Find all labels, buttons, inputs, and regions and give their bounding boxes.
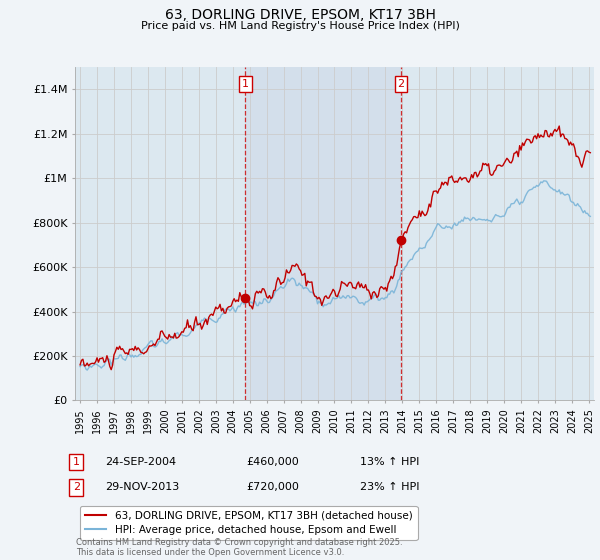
Text: 1: 1 <box>73 457 80 467</box>
Text: 23% ↑ HPI: 23% ↑ HPI <box>360 482 419 492</box>
Text: Contains HM Land Registry data © Crown copyright and database right 2025.
This d: Contains HM Land Registry data © Crown c… <box>76 538 403 557</box>
Text: 29-NOV-2013: 29-NOV-2013 <box>105 482 179 492</box>
Text: 63, DORLING DRIVE, EPSOM, KT17 3BH: 63, DORLING DRIVE, EPSOM, KT17 3BH <box>164 8 436 22</box>
Text: 24-SEP-2004: 24-SEP-2004 <box>105 457 176 467</box>
Text: £720,000: £720,000 <box>246 482 299 492</box>
Text: 1: 1 <box>242 79 249 89</box>
Text: 2: 2 <box>73 482 80 492</box>
Bar <box>245 67 401 400</box>
Legend: 63, DORLING DRIVE, EPSOM, KT17 3BH (detached house), HPI: Average price, detache: 63, DORLING DRIVE, EPSOM, KT17 3BH (deta… <box>80 506 418 540</box>
Text: 13% ↑ HPI: 13% ↑ HPI <box>360 457 419 467</box>
Text: £460,000: £460,000 <box>246 457 299 467</box>
Text: 2: 2 <box>397 79 404 89</box>
Text: Price paid vs. HM Land Registry's House Price Index (HPI): Price paid vs. HM Land Registry's House … <box>140 21 460 31</box>
